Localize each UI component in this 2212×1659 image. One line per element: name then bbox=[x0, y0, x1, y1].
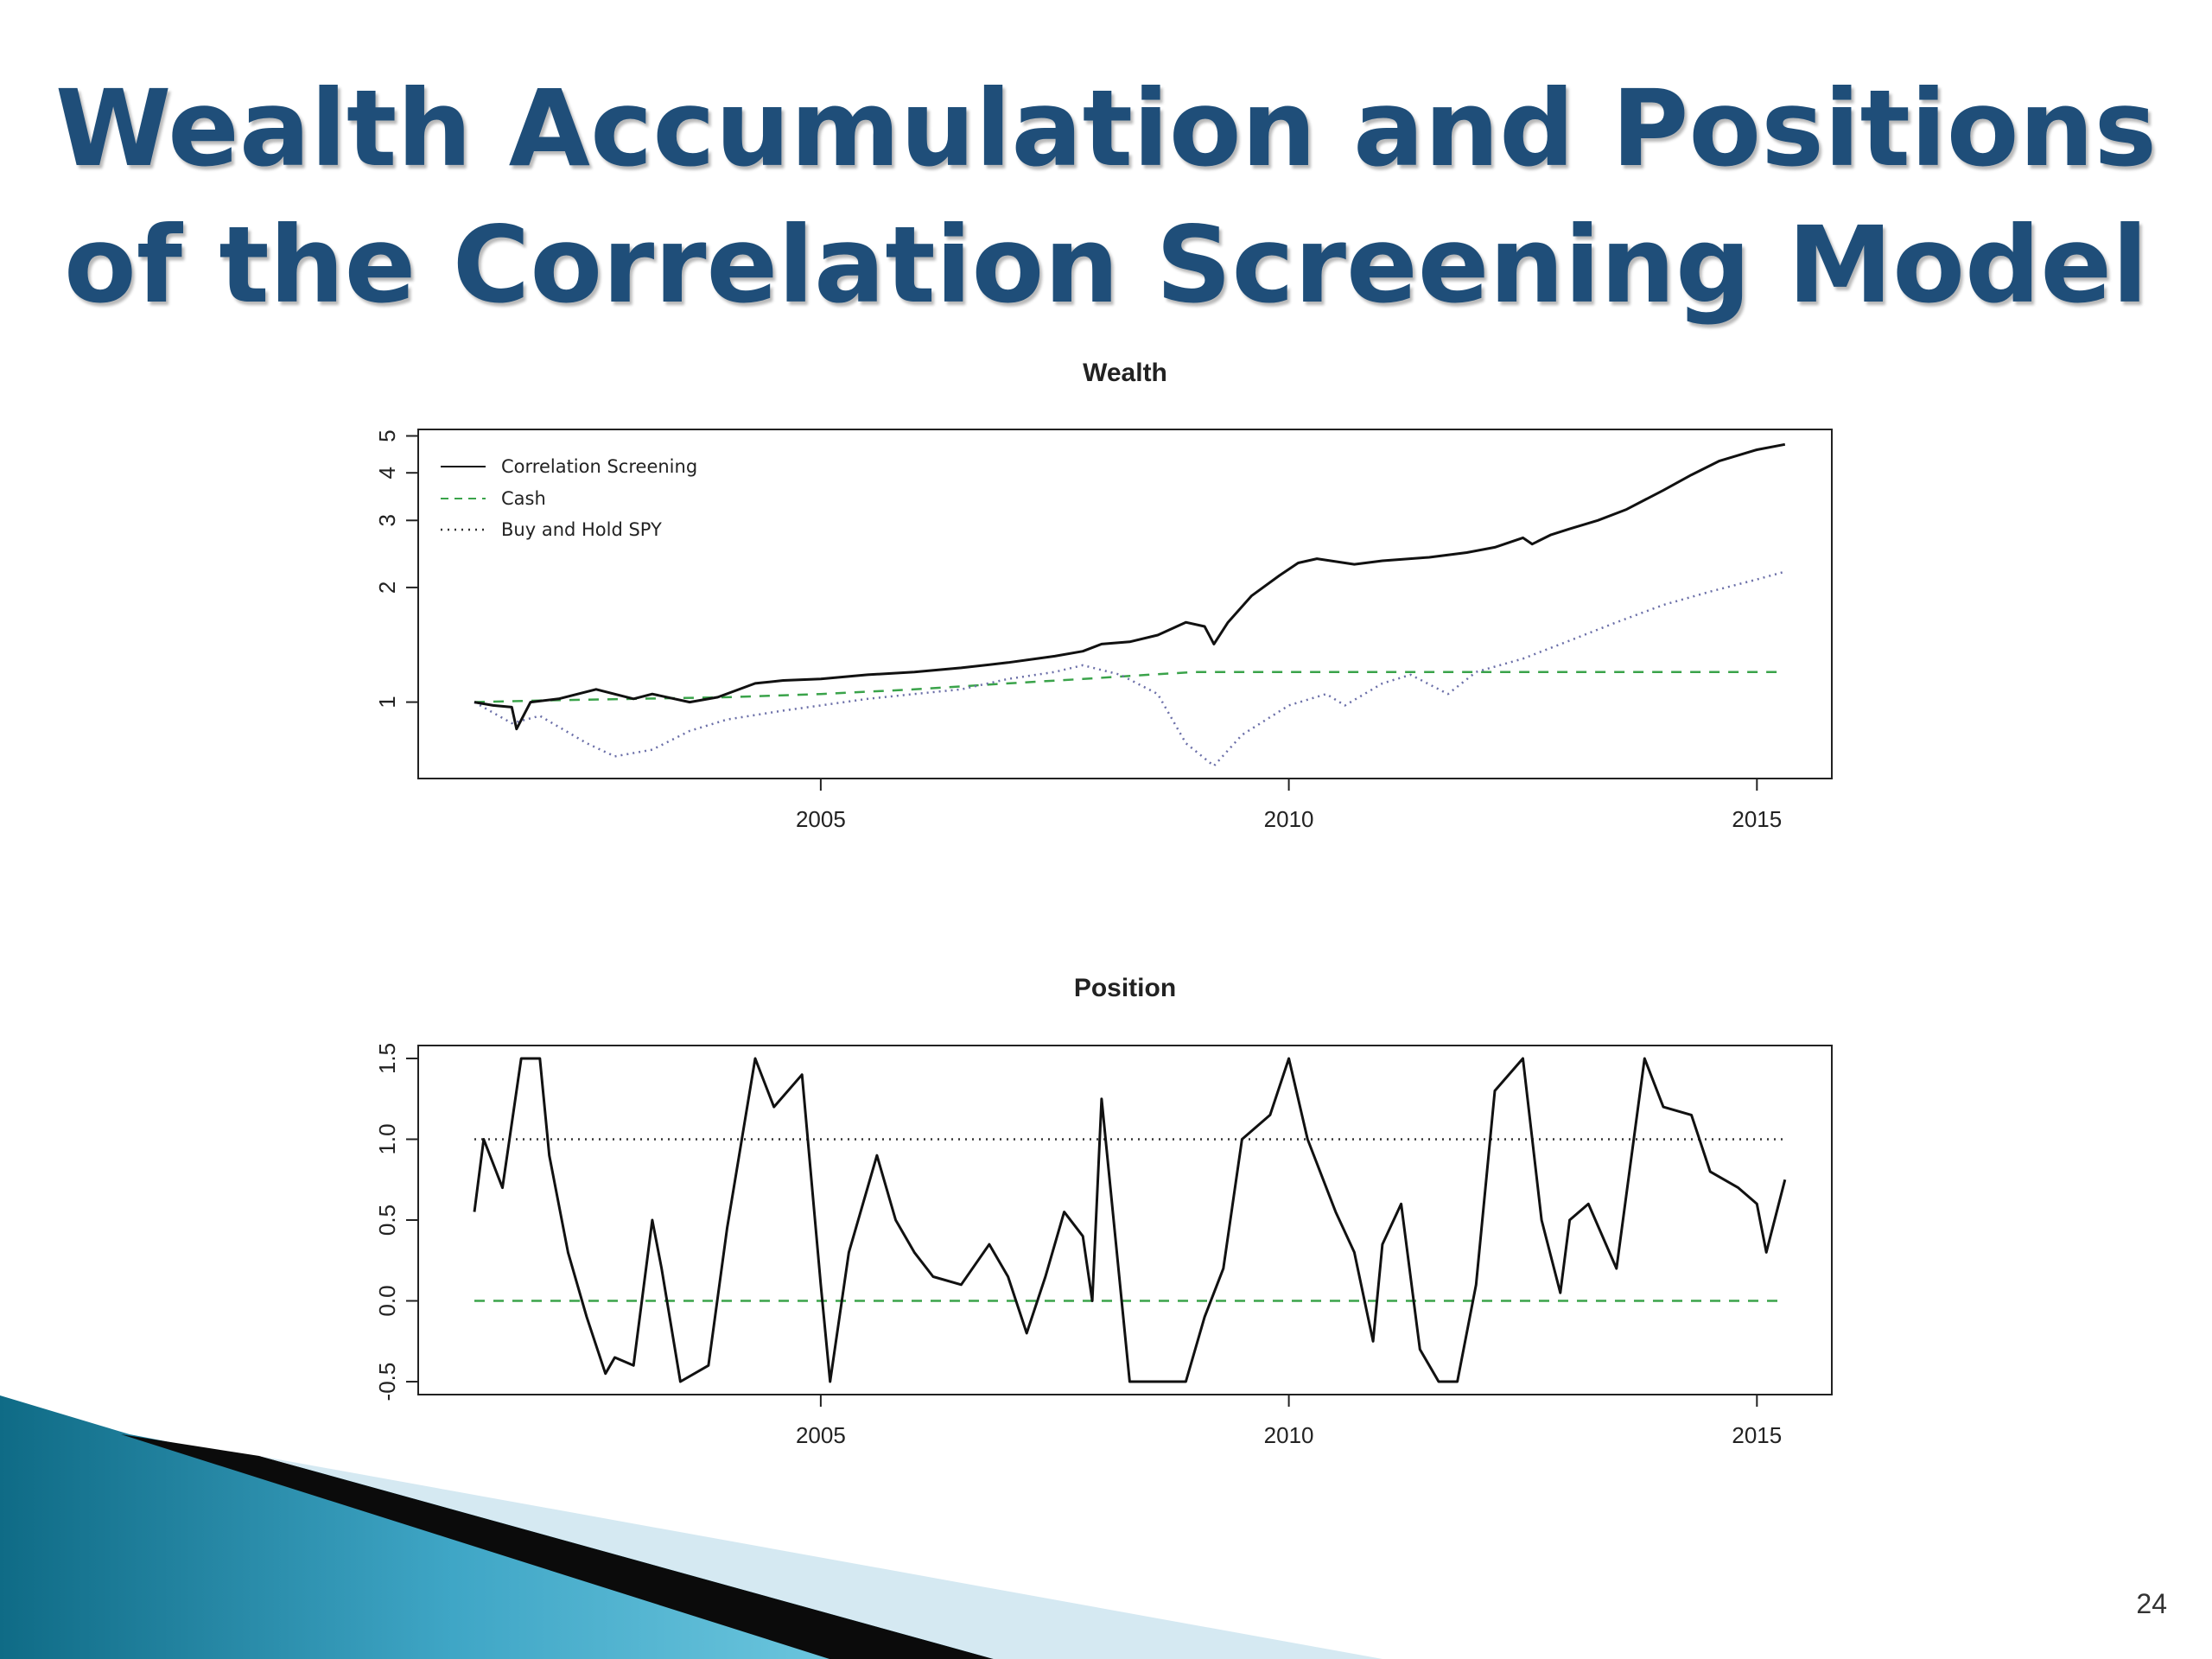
wealth-plot-frame bbox=[417, 429, 1833, 779]
position-y-tick-label-1: 0.0 bbox=[374, 1285, 400, 1316]
wealth-x-tick-label-1: 2010 bbox=[1264, 806, 1314, 832]
position-series-layer bbox=[473, 1057, 1787, 1383]
wealth-chart: Wealth 2005 2010 2015 1 2 3 4 5 Correlation Sc… bbox=[374, 359, 1833, 832]
title-line-2: of the Correlation Screening Model bbox=[64, 204, 2148, 327]
wealth-legend: Correlation Screening Cash Buy and Hold … bbox=[441, 456, 697, 540]
legend-label-cash: Cash bbox=[501, 488, 546, 509]
position-y-tick-label-4: 1.5 bbox=[374, 1043, 400, 1074]
position-chart-title: Position bbox=[1074, 974, 1176, 1002]
position-x-axis: 2005 2010 2015 bbox=[796, 1395, 1782, 1448]
position-chart: Position 2005 2010 2015 -0.5 0.0 0.5 1.0 1.5 bbox=[374, 974, 1833, 1448]
wealth-series-correlation-screening bbox=[474, 442, 1786, 731]
wealth-x-axis: 2005 2010 2015 bbox=[796, 779, 1782, 832]
slide-title: Wealth Accumulation and Positions of the… bbox=[0, 60, 2212, 334]
wealth-x-tick-label-0: 2005 bbox=[796, 806, 846, 832]
position-series-position bbox=[473, 1057, 1787, 1383]
wealth-y-tick-label-2: 3 bbox=[374, 514, 400, 526]
wealth-y-tick-label-4: 5 bbox=[374, 429, 400, 442]
wealth-y-tick-label-1: 2 bbox=[374, 582, 400, 594]
wealth-y-tick-label-0: 1 bbox=[374, 696, 400, 708]
wealth-series-layer bbox=[474, 442, 1786, 767]
position-x-tick-label-0: 2005 bbox=[796, 1422, 846, 1448]
position-x-tick-label-1: 2010 bbox=[1264, 1422, 1314, 1448]
legend-label-strategy: Correlation Screening bbox=[501, 456, 697, 477]
legend-label-spy: Buy and Hold SPY bbox=[501, 519, 662, 540]
position-y-tick-label-0: -0.5 bbox=[374, 1363, 400, 1402]
wealth-x-tick-label-2: 2015 bbox=[1732, 806, 1782, 832]
position-y-tick-label-2: 0.5 bbox=[374, 1205, 400, 1236]
wealth-y-axis: 1 2 3 4 5 bbox=[374, 429, 418, 709]
wealth-y-tick-label-3: 4 bbox=[374, 467, 400, 479]
position-reference-layer bbox=[474, 1138, 1785, 1302]
title-line-1: Wealth Accumulation and Positions bbox=[54, 67, 2158, 190]
position-x-tick-label-2: 2015 bbox=[1732, 1422, 1782, 1448]
page-number: 24 bbox=[2136, 1588, 2167, 1619]
position-y-axis: -0.5 0.0 0.5 1.0 1.5 bbox=[374, 1043, 418, 1402]
wealth-series-buy-and-hold-spy bbox=[474, 570, 1786, 767]
wealth-chart-title: Wealth bbox=[1083, 359, 1167, 387]
position-y-tick-label-3: 1.0 bbox=[374, 1123, 400, 1154]
